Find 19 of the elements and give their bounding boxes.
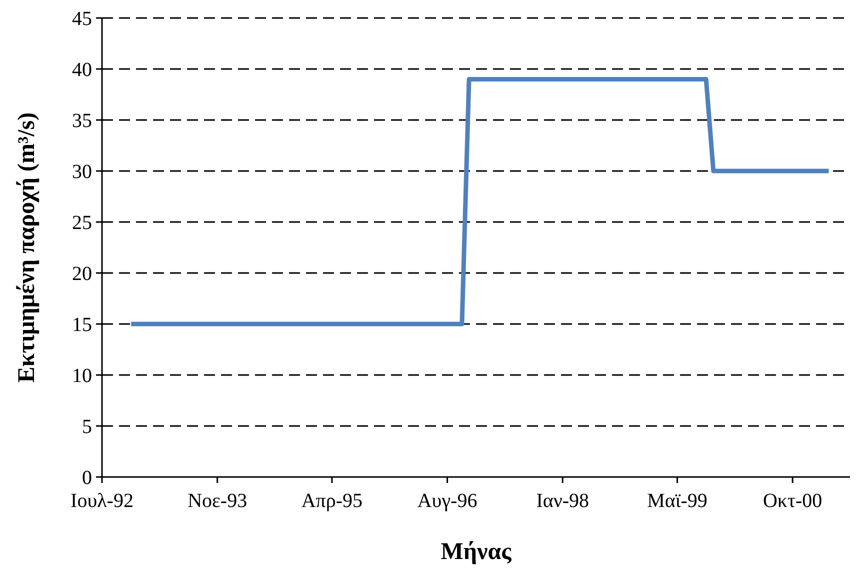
y-axis-title: Εκτιμημένη παροχή (m³/s) [14, 112, 40, 383]
y-tick-label: 40 [72, 59, 92, 81]
x-tick-label: Αυγ-96 [417, 490, 478, 512]
x-tick-label: Ιουλ-92 [70, 490, 134, 512]
y-tick-label: 10 [72, 365, 92, 387]
y-tick-label: 0 [82, 467, 92, 489]
y-tick-label: 25 [72, 212, 92, 234]
x-axis-title: Μήνας [440, 539, 512, 565]
x-tick-label: Οκτ-00 [762, 490, 822, 512]
x-tick-label: Ιαν-98 [536, 490, 590, 512]
x-tick-label: Νοε-93 [188, 490, 248, 512]
y-tick-label: 45 [72, 8, 92, 30]
y-tick-label: 5 [82, 416, 92, 438]
y-tick-label: 20 [72, 263, 92, 285]
y-tick-label: 35 [72, 110, 92, 132]
y-tick-label: 30 [72, 161, 92, 183]
x-tick-label: Μαϊ-99 [647, 490, 708, 512]
y-tick-label: 15 [72, 314, 92, 336]
x-tick-label: Απρ-95 [301, 490, 363, 512]
